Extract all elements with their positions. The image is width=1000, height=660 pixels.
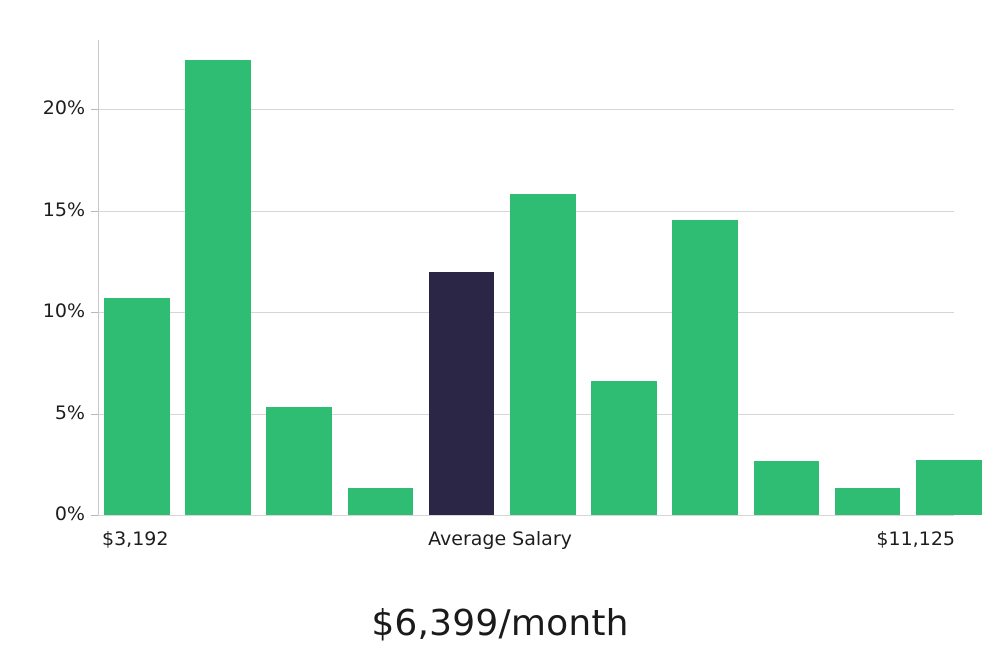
bar[interactable]: [185, 60, 251, 515]
y-axis-spine: [98, 40, 99, 515]
bar[interactable]: [591, 381, 657, 515]
x-axis-label-max: $11,125: [876, 528, 955, 550]
y-tick-mark-10: [91, 312, 98, 313]
x-axis-spine: [98, 515, 954, 516]
bar[interactable]: [510, 194, 576, 515]
y-tick-label-20: 20%: [42, 97, 85, 120]
bar[interactable]: [347, 487, 414, 515]
x-axis-title: Average Salary: [428, 528, 572, 550]
y-tick-mark-5: [91, 413, 98, 415]
bar[interactable]: [834, 487, 901, 515]
bar[interactable]: [104, 297, 170, 515]
bar[interactable]: [916, 460, 982, 515]
y-tick-mark-20: [91, 109, 98, 111]
bar[interactable]: [672, 219, 738, 515]
y-tick-label-10: 10%: [42, 300, 85, 322]
bar[interactable]: [753, 461, 820, 515]
bar-highlighted[interactable]: [428, 272, 495, 515]
chart-caption: $6,399/month: [371, 603, 629, 644]
y-tick-mark-0: [91, 515, 98, 516]
bar-series: [98, 40, 982, 516]
x-axis-label-min: $3,192: [102, 528, 169, 550]
y-tick-label-5: 5%: [54, 401, 85, 424]
y-tick-label-15: 15%: [42, 198, 85, 221]
y-tick-label-0: 0%: [54, 503, 85, 525]
bar[interactable]: [266, 407, 332, 515]
y-tick-mark-15: [91, 210, 98, 212]
